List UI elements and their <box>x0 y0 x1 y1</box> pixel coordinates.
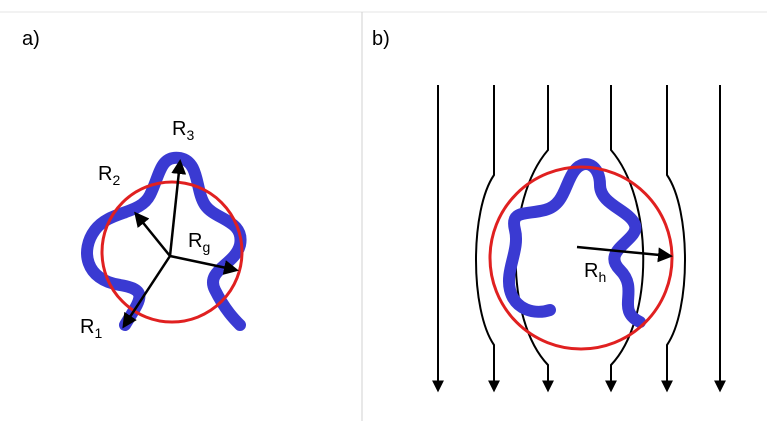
panel-tag: b) <box>372 28 390 50</box>
panel-tag: a) <box>22 28 40 50</box>
label-sub: h <box>598 269 606 285</box>
label: R1 <box>80 316 102 341</box>
label: R3 <box>172 118 194 143</box>
label-sub: 1 <box>94 325 102 341</box>
polymer <box>509 164 640 322</box>
label-sub: g <box>202 239 210 255</box>
panel-a: a) R3 R2 Rg R1 <box>22 28 242 341</box>
gyration-circle <box>102 182 242 322</box>
label-main: R <box>98 163 112 185</box>
radius-arrow <box>170 162 180 256</box>
label-main: R <box>584 260 598 282</box>
label: R2 <box>98 163 120 188</box>
label-main: R <box>172 118 186 140</box>
label: Rg <box>188 230 210 255</box>
label: Rh <box>584 260 606 285</box>
panel-b: b) Rh <box>372 28 720 390</box>
label-sub: 3 <box>186 127 194 143</box>
radius-arrow <box>136 214 170 256</box>
figure: a) R3 R2 Rg R1 b) Rh <box>0 0 767 421</box>
label-sub: 2 <box>112 172 120 188</box>
label-main: R <box>80 316 94 338</box>
label-main: R <box>188 230 202 252</box>
